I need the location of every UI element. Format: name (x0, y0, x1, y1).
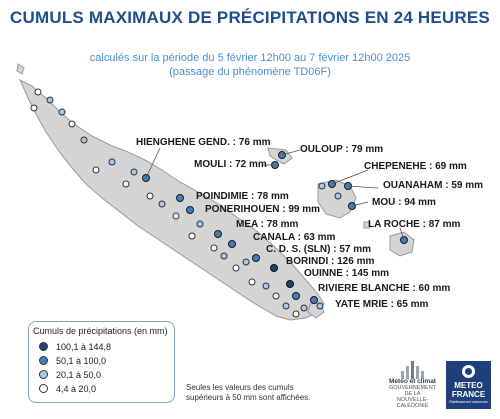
station-marker-yate (310, 296, 318, 304)
stations-class-4 (30, 88, 300, 318)
station-marker (34, 88, 42, 96)
stations-class-3 (46, 96, 342, 312)
meteo-nc-name: Météo et climat (389, 378, 436, 385)
stations-class-2 (142, 151, 408, 304)
stations-class-1 (270, 264, 294, 288)
display-threshold-note: Seules les valeurs des cumuls supérieurs… (186, 383, 316, 403)
station-marker (210, 244, 218, 252)
map-subtitle-event: (passage du phénomène TD06F) (169, 66, 331, 78)
legend-title: Cumuls de précipitations (en mm) (33, 326, 168, 336)
legend-label: 50,1 à 100,0 (56, 356, 107, 366)
meteo-france-tagline: Établissement autonome (449, 400, 488, 404)
map-legend: Cumuls de précipitations (en mm) 100,1 à… (28, 321, 175, 403)
legend-label: 20,1 à 50,0 (56, 370, 102, 380)
legend-label: 100,1 à 144,8 (56, 342, 112, 352)
station-marker (232, 264, 240, 272)
label-riviere-blanche: RIVIERE BLANCHE : 60 mm (318, 283, 451, 294)
label-leader-lines (145, 147, 405, 241)
mare-island (389, 231, 415, 257)
station-marker (30, 104, 38, 112)
tiga-island (363, 221, 371, 229)
note-line-1: Seules les valeurs des cumuls (186, 383, 294, 392)
station-marker-canala (228, 240, 236, 248)
legend-label: 4,4 à 20,0 (56, 384, 97, 394)
map-title: CUMULS MAXIMAUX DE PRÉCIPITATIONS EN 24 … (10, 8, 490, 27)
station-marker (272, 292, 280, 300)
legend-item: 4,4 à 20,0 (39, 384, 96, 396)
station-marker-poindimie (176, 194, 184, 202)
station-marker (122, 180, 130, 188)
legend-swatch-class-3 (39, 370, 48, 379)
note-line-2: supérieurs à 50 mm sont affichées. (186, 393, 311, 402)
station-marker-cds (252, 254, 260, 262)
label-ouanaham: OUANAHAM : 59 mm (383, 180, 484, 191)
station-marker-riviere-blanche (292, 292, 300, 300)
meteo-nc-gov-line: GOUVERNEMENT DE LA (388, 385, 437, 397)
station-marker (158, 200, 166, 208)
meteo-france-logo: METEO FRANCE Établissement autonome (446, 361, 491, 409)
station-marker (58, 108, 66, 116)
station-marker (108, 158, 116, 166)
station-marker (318, 182, 326, 190)
meteo-france-word-1: METEO (454, 381, 483, 390)
station-marker (300, 304, 308, 312)
label-ponerihouen: PONERIHOUEN : 99 mm (205, 204, 321, 215)
station-marker (262, 282, 270, 290)
label-chepenehe: CHEPENEHE : 69 mm (364, 161, 467, 172)
map-subtitle-period: calculés sur la période du 5 février 12h… (89, 52, 411, 64)
station-marker (282, 302, 290, 310)
station-marker (172, 212, 180, 220)
station-marker-borindi (270, 264, 278, 272)
legend-swatch-class-2 (39, 356, 48, 365)
legend-swatch-class-4 (39, 384, 48, 393)
meteo-france-emblem-icon (462, 365, 475, 378)
station-marker (220, 252, 228, 260)
label-poindimie: POINDIMIE : 78 mm (196, 191, 289, 202)
label-canala: CANALA : 63 mm (253, 232, 336, 243)
station-marker-mea (214, 230, 222, 238)
station-marker (242, 258, 250, 266)
meteo-nc-emblem-icon (399, 359, 427, 379)
legend-item: 20,1 à 50,0 (39, 370, 101, 382)
meteo-nc-logo: Météo et climat GOUVERNEMENT DE LA NOUVE… (385, 357, 440, 409)
label-mou: MOU : 94 mm (372, 197, 436, 208)
station-marker (146, 192, 154, 200)
legend-item: 50,1 à 100,0 (39, 356, 106, 368)
north-islet (16, 63, 25, 75)
station-marker (334, 192, 342, 200)
label-mouli: MOULI : 72 mm (194, 159, 267, 170)
station-marker (46, 96, 54, 104)
station-marker-ponerihouen (186, 206, 194, 214)
label-mea: MEA : 78 mm (236, 219, 299, 230)
station-marker (292, 310, 300, 318)
legend-swatch-class-1 (39, 342, 48, 351)
label-hienghene: HIENGHENE GEND. : 76 mm (136, 137, 271, 148)
station-marker (130, 168, 138, 176)
station-marker (196, 220, 204, 228)
legend-item: 100,1 à 144,8 (39, 342, 111, 354)
station-marker (92, 166, 100, 174)
station-marker (80, 136, 88, 144)
label-la-roche: LA ROCHE : 87 mm (368, 219, 461, 230)
meteo-nc-territory-line: NOUVELLE-CALÉDONIE (396, 397, 429, 409)
station-marker (68, 120, 76, 128)
label-cds: C. D. S. (SLN) : 57 mm (266, 244, 372, 255)
station-marker (316, 302, 324, 310)
label-ouloup: OULOUP : 79 mm (300, 144, 384, 155)
meteo-france-word-2: FRANCE (451, 390, 486, 399)
station-marker-ouinne (286, 280, 294, 288)
station-marker (188, 232, 196, 240)
label-yate-mrie: YATE MRIE : 65 mm (335, 299, 429, 310)
label-ouinne: OUINNE : 145 mm (304, 268, 390, 279)
label-borindi: BORINDI : 126 mm (286, 256, 375, 267)
station-marker (248, 278, 256, 286)
